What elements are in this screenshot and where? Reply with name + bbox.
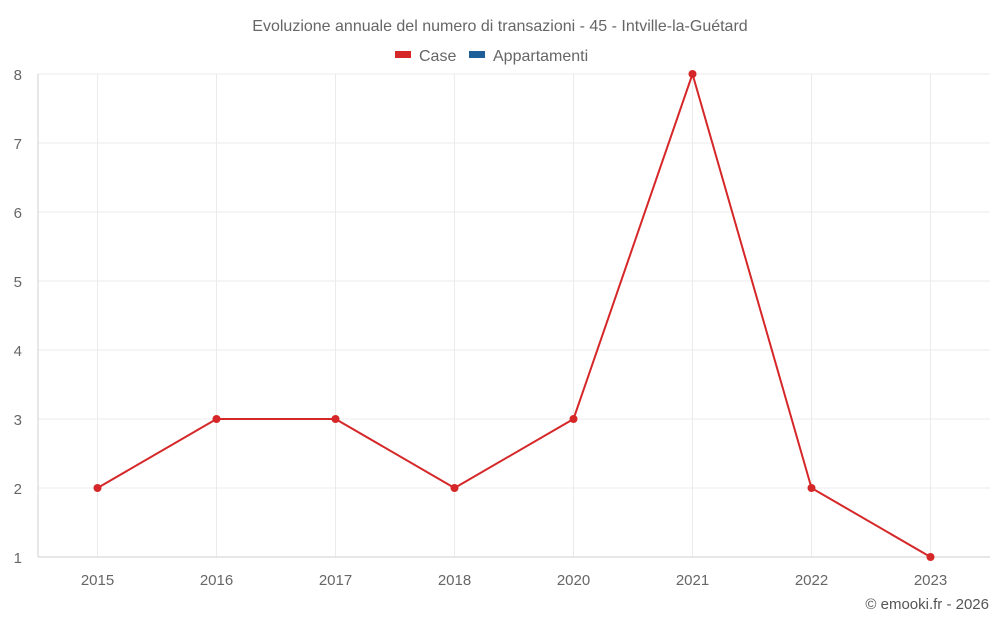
x-tick-label: 2023: [914, 572, 947, 589]
y-tick-label: 7: [14, 136, 22, 153]
x-tick-label: 2016: [200, 572, 233, 589]
y-tick-label: 5: [14, 274, 22, 291]
legend-item-case[interactable]: Case: [395, 48, 456, 65]
grid: [38, 73, 990, 557]
y-axis-ticks: 1 2 3 4 5 6 7 8: [14, 67, 22, 567]
axes: [37, 74, 990, 558]
data-point-2015[interactable]: [93, 484, 102, 492]
legend-label-case: Case: [419, 48, 456, 65]
data-point-2021[interactable]: [688, 70, 697, 78]
x-tick-label: 2020: [557, 572, 590, 589]
legend-swatch-appartamenti: [469, 51, 485, 58]
x-tick-label: 2015: [81, 572, 114, 589]
chart-title: Evoluzione annuale del numero di transaz…: [252, 18, 747, 35]
legend-item-appartamenti[interactable]: Appartamenti: [469, 48, 588, 65]
data-point-2020[interactable]: [569, 415, 578, 423]
data-point-2018[interactable]: [450, 484, 459, 492]
series-line-case: [96, 73, 932, 558]
y-tick-label: 1: [14, 550, 22, 567]
y-tick-label: 8: [14, 67, 22, 84]
legend: Case Appartamenti: [395, 48, 588, 65]
x-tick-label: 2022: [795, 572, 828, 589]
x-axis-ticks: 2015 2016 2017 2018 2020 2021 2022 2023: [81, 572, 947, 589]
data-point-2023[interactable]: [926, 553, 935, 561]
y-tick-label: 3: [14, 412, 22, 429]
y-tick-label: 4: [14, 343, 22, 360]
legend-swatch-case: [395, 51, 411, 58]
y-tick-label: 2: [14, 481, 22, 498]
legend-label-appartamenti: Appartamenti: [493, 48, 588, 65]
y-tick-label: 6: [14, 205, 22, 222]
x-tick-label: 2017: [319, 572, 352, 589]
series-case: [93, 70, 935, 561]
data-point-2022[interactable]: [807, 484, 816, 492]
footer-credit: © emooki.fr - 2026: [865, 596, 989, 613]
x-tick-label: 2021: [676, 572, 709, 589]
data-point-2017[interactable]: [331, 415, 340, 423]
data-point-2016[interactable]: [212, 415, 221, 423]
x-tick-label: 2018: [438, 572, 471, 589]
